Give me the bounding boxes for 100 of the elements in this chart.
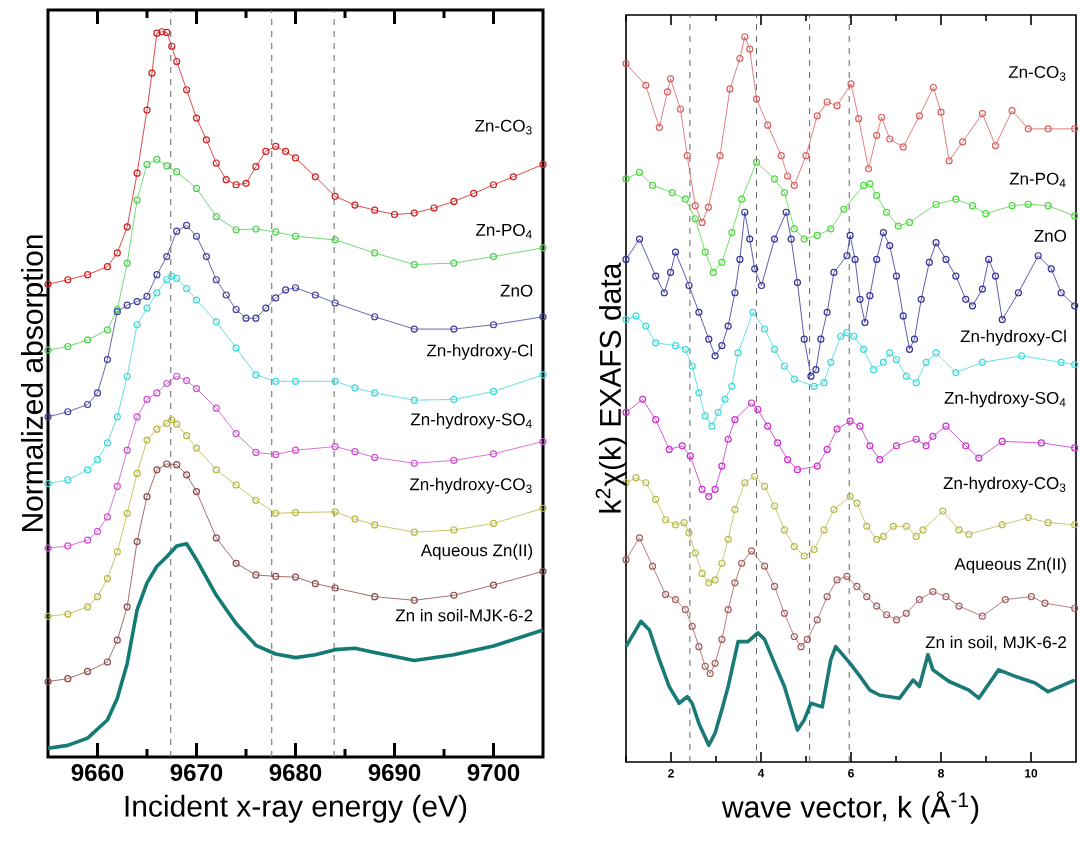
point xyxy=(827,225,835,233)
point xyxy=(770,582,779,591)
point xyxy=(932,349,940,357)
point xyxy=(489,181,498,189)
point xyxy=(671,248,680,256)
series-label: Zn-hydroxy-CO$_{3}$ xyxy=(943,476,1066,493)
x-tick-label: 9700 xyxy=(467,764,520,782)
point xyxy=(410,209,418,217)
point xyxy=(311,173,319,181)
point xyxy=(894,222,902,230)
point xyxy=(84,603,92,611)
point xyxy=(351,515,359,523)
point xyxy=(371,521,379,529)
point xyxy=(489,581,498,589)
point xyxy=(450,259,458,267)
point xyxy=(113,249,121,257)
point xyxy=(724,606,732,614)
point xyxy=(856,295,864,303)
point xyxy=(123,259,131,267)
point xyxy=(64,675,72,683)
point xyxy=(1037,439,1045,447)
point xyxy=(192,184,201,192)
point xyxy=(671,521,680,529)
point xyxy=(827,358,835,366)
point xyxy=(905,218,914,226)
point xyxy=(731,579,739,587)
point xyxy=(666,75,675,83)
point xyxy=(873,131,881,139)
point xyxy=(873,602,881,610)
point xyxy=(192,384,201,393)
point xyxy=(718,462,726,470)
point xyxy=(123,223,131,231)
point xyxy=(709,268,717,277)
point xyxy=(998,437,1006,446)
point xyxy=(410,596,418,604)
point xyxy=(728,382,736,390)
point xyxy=(173,227,181,235)
point xyxy=(846,231,854,240)
y-axis-title: Normalized absorption xyxy=(20,235,49,532)
point xyxy=(678,442,686,450)
point xyxy=(371,453,379,462)
point xyxy=(892,272,901,280)
point xyxy=(892,442,901,450)
point xyxy=(123,301,131,309)
point xyxy=(731,289,739,297)
point xyxy=(642,322,650,330)
point xyxy=(1001,595,1009,604)
point xyxy=(103,355,111,364)
point xyxy=(820,526,828,534)
point xyxy=(202,252,210,261)
point xyxy=(942,593,950,601)
point xyxy=(962,295,970,303)
point xyxy=(652,339,660,347)
point xyxy=(509,173,517,181)
point xyxy=(671,595,680,604)
point xyxy=(64,610,72,618)
point xyxy=(770,235,779,243)
point xyxy=(793,466,802,474)
point xyxy=(133,413,141,421)
point xyxy=(262,304,270,312)
point xyxy=(752,95,761,103)
point xyxy=(757,281,766,290)
point xyxy=(212,404,220,412)
point xyxy=(846,492,854,501)
point xyxy=(802,152,810,160)
point xyxy=(212,213,220,221)
point xyxy=(873,191,881,200)
point xyxy=(291,508,300,517)
point xyxy=(410,260,418,269)
point xyxy=(860,181,868,190)
point xyxy=(331,584,339,592)
point xyxy=(704,203,712,211)
point xyxy=(761,562,769,570)
point xyxy=(158,28,166,36)
point xyxy=(272,377,280,385)
series-label: Zn-CO$_{3}$ xyxy=(475,119,532,135)
x-tick-label: 4 xyxy=(757,769,765,778)
x-tick-label: 8 xyxy=(938,769,944,778)
point xyxy=(981,210,990,218)
point xyxy=(899,143,907,151)
point xyxy=(163,419,171,427)
point xyxy=(922,442,930,450)
point xyxy=(635,534,644,542)
point xyxy=(810,545,818,554)
point xyxy=(331,192,339,200)
series-label: Aqueous Zn(II) xyxy=(954,557,1066,574)
point xyxy=(232,429,240,438)
point xyxy=(64,408,72,416)
point xyxy=(718,258,726,266)
x-tick-label: 9680 xyxy=(269,764,322,782)
point xyxy=(701,248,709,256)
point xyxy=(351,448,359,456)
point xyxy=(718,635,726,644)
point xyxy=(747,399,756,407)
point xyxy=(820,379,828,387)
point xyxy=(879,358,888,366)
point xyxy=(754,405,762,414)
point xyxy=(945,157,953,165)
point xyxy=(252,314,260,322)
point xyxy=(823,98,831,106)
